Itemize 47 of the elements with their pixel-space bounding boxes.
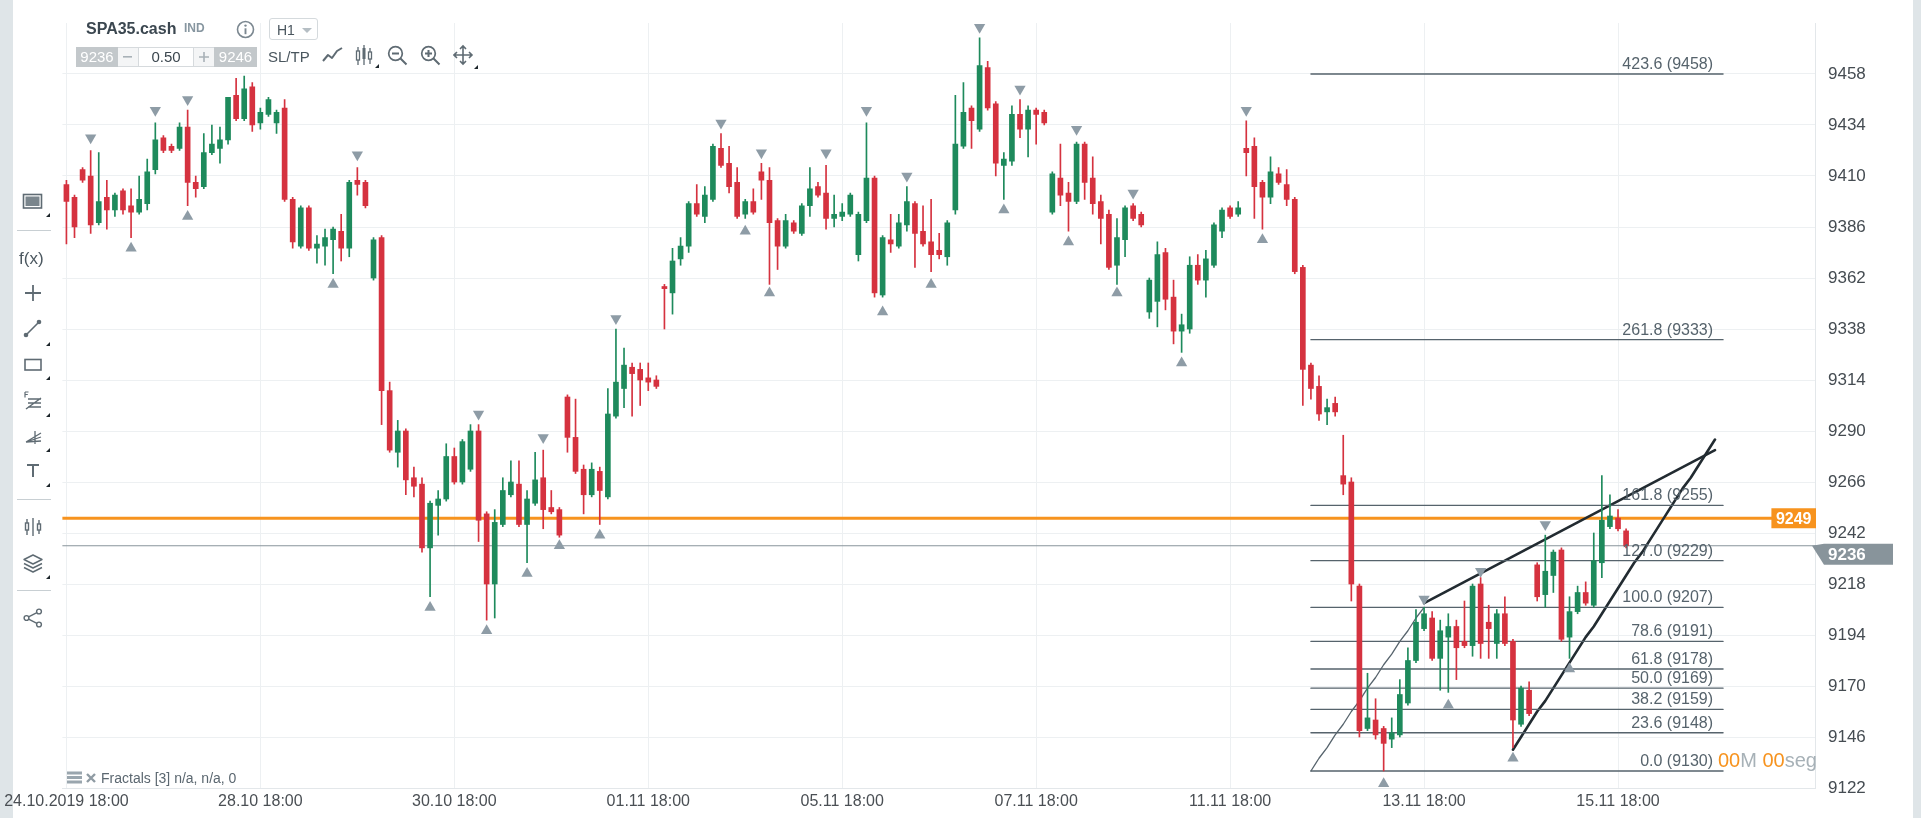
x-tick-label: 11.11 18:00	[1189, 792, 1272, 810]
y-tick-label: 9362	[1828, 267, 1866, 287]
chart-title: SPA35.cash	[86, 20, 177, 37]
chart-subtitle: IND	[184, 21, 205, 35]
dropdown: H1	[269, 18, 318, 40]
y-tick-label: 9410	[1828, 165, 1866, 185]
x-tick-label: 24.10.2019 18:00	[4, 792, 129, 810]
ref-line-label: 9236	[1828, 544, 1866, 564]
series-label: 261.8 (9333)	[1622, 320, 1714, 338]
y-tick-label: 9122	[1828, 777, 1866, 797]
x-tick-label: 28.10 18:00	[218, 792, 303, 810]
y-tick-label: 9458	[1828, 63, 1866, 83]
y-tick-label: 9314	[1828, 369, 1866, 389]
y-tick-label: 9146	[1828, 726, 1866, 746]
annotation: Fractals [3] n/a, n/a, 0	[101, 770, 237, 786]
x-tick-label: 30.10 18:00	[412, 792, 497, 810]
series-label: 0.0 (9130)	[1640, 752, 1714, 769]
y-tick-label: 9170	[1828, 675, 1866, 695]
price-box: 9246	[214, 47, 257, 67]
x-tick-label: 01.11 18:00	[606, 792, 691, 810]
y-tick-label: 9242	[1828, 522, 1866, 542]
series-label: 78.6 (9191)	[1631, 622, 1714, 640]
ref-line-label: 9249	[1775, 509, 1812, 527]
y-tick-label: 9266	[1828, 471, 1866, 491]
series-label: 38.2 (9159)	[1631, 690, 1714, 708]
y-tick-label: 9434	[1828, 114, 1866, 134]
series-label: 50.0 (9169)	[1631, 669, 1714, 687]
y-tick-label: 9338	[1828, 318, 1866, 338]
y-tick-label: 9194	[1828, 624, 1866, 644]
y-tick-label: 9218	[1828, 573, 1866, 593]
series-label: 61.8 (9178)	[1631, 650, 1714, 667]
series-label: 100.0 (9207)	[1622, 588, 1714, 606]
text: f(x)	[19, 249, 44, 268]
x-tick-label: 13.11 18:00	[1382, 792, 1466, 810]
price-box: 9236	[76, 47, 118, 67]
x-tick-label: 15.11 18:00	[1576, 792, 1660, 810]
annotation: H1	[277, 22, 295, 38]
annotation: SL/TP	[268, 48, 310, 65]
annotation: 00M 00seg	[1718, 749, 1817, 771]
series-label: 23.6 (9148)	[1631, 713, 1714, 731]
y-tick-label: 9290	[1828, 420, 1866, 440]
number-field: 0.50	[138, 47, 194, 67]
series-label: 423.6 (9458)	[1622, 55, 1714, 72]
x-tick-label: 07.11 18:00	[994, 792, 1078, 810]
x-tick-label: 05.11 18:00	[800, 792, 884, 810]
annotation: 0.50	[151, 48, 181, 65]
y-tick-label: 9386	[1828, 216, 1866, 236]
